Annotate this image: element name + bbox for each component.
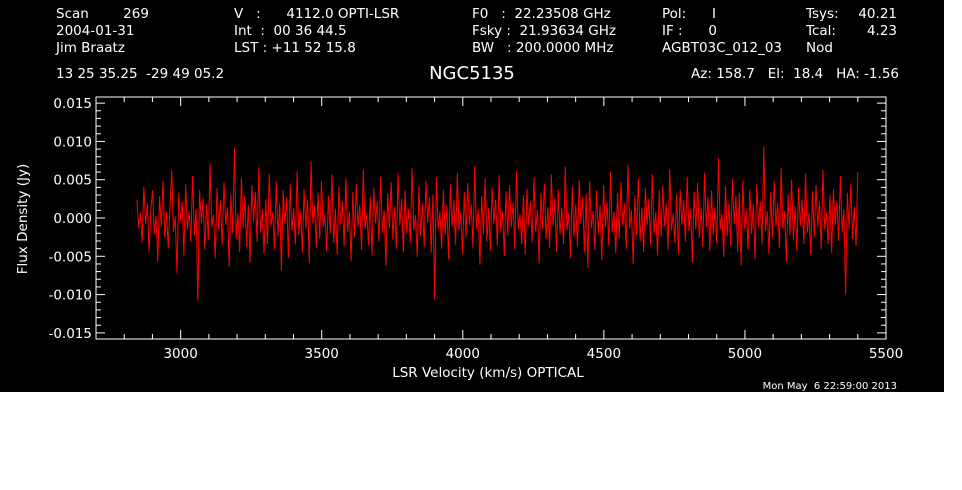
header-date: 2004-01-31 <box>56 23 134 39</box>
header-coordinates: 13 25 35.25 -29 49 05.2 <box>56 66 224 82</box>
y-tick-label: 0.000 <box>53 211 92 227</box>
header-integration: Int : 00 36 44.5 <box>234 23 347 39</box>
header-velocity: V : 4112.0 OPTI-LSR <box>234 6 399 22</box>
y-tick-label: -0.010 <box>48 288 92 304</box>
header-bandwidth: BW : 200.0000 MHz <box>472 40 613 56</box>
chart-title: NGC5135 <box>429 63 515 84</box>
chart-marks: 3000 3500 4000 4500 5000 5500 -0.015 -0.010 -0.0… <box>48 96 903 362</box>
x-tick-label: 4500 <box>587 346 621 362</box>
timestamp: Mon May 6 22:59:00 2013 <box>763 381 897 392</box>
header-pol: Pol: I <box>662 6 716 22</box>
plot-background <box>0 0 944 392</box>
header-tsys-label: Tsys: <box>805 6 839 22</box>
header-tcal-value: 4.23 <box>867 23 897 39</box>
y-tick-label: 0.005 <box>53 173 92 189</box>
x-tick-label: 3000 <box>163 346 197 362</box>
x-tick-label: 5000 <box>728 346 762 362</box>
header-f0: F0 : 22.23508 GHz <box>472 6 611 22</box>
x-axis-label: LSR Velocity (km/s) OPTICAL <box>392 365 584 381</box>
x-tick-label: 3500 <box>305 346 339 362</box>
y-axis-label: Flux Density (Jy) <box>15 164 31 274</box>
plot-canvas: Scan 269 2004-01-31 Jim Braatz V : 4112.… <box>0 0 944 392</box>
header-az-el-ha: Az: 158.7 El: 18.4 HA: -1.56 <box>691 66 899 82</box>
header-observer: Jim Braatz <box>55 40 125 56</box>
header-scan: Scan 269 <box>56 6 149 22</box>
x-tick-label: 5500 <box>869 346 903 362</box>
header-fsky: Fsky : 21.93634 GHz <box>472 23 616 39</box>
header-project: AGBT03C_012_03 <box>662 40 782 56</box>
y-tick-label: -0.005 <box>48 249 92 265</box>
header-lst: LST : +11 52 15.8 <box>234 40 356 56</box>
header-if: IF : 0 <box>662 23 717 39</box>
y-tick-label: 0.015 <box>53 96 92 112</box>
header-procedure: Nod <box>806 40 833 56</box>
y-tick-label: -0.015 <box>48 326 92 342</box>
series-line-0 <box>136 146 859 301</box>
header-tcal-label: Tcal: <box>805 23 836 39</box>
y-tick-label: 0.010 <box>53 134 92 150</box>
spectrum-plot: Scan 269 2004-01-31 Jim Braatz V : 4112.… <box>0 0 944 392</box>
x-tick-label: 4000 <box>446 346 480 362</box>
header-tsys-value: 40.21 <box>858 6 897 22</box>
